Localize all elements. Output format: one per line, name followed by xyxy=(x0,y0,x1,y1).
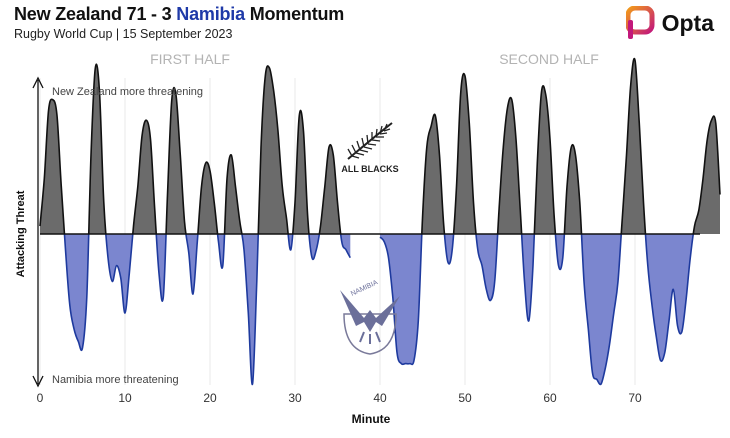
x-tick-label: 70 xyxy=(628,391,642,405)
chart-labels: 0 10 20 30 40 50 60 70 Minute Attacking Threat New… xyxy=(15,51,642,426)
y-axis-label: Attacking Threat xyxy=(15,190,27,277)
title-team1: New Zealand 71 - 3 xyxy=(14,4,172,24)
all-blacks-badge-text: ALL BLACKS xyxy=(341,164,398,174)
x-axis-label: Minute xyxy=(352,412,391,426)
y-axis-arrow-up xyxy=(32,76,44,89)
nz-area-1 xyxy=(40,64,351,234)
x-tick-label: 20 xyxy=(203,391,217,405)
first-half-label: FIRST HALF xyxy=(150,51,230,67)
namibia-line-1 xyxy=(63,234,351,385)
brand-logo: Opta xyxy=(625,6,714,40)
title-suffix: Momentum xyxy=(249,4,345,24)
top-annotation: New Zealand more threatening xyxy=(52,86,203,98)
namibia-eagle-icon xyxy=(340,290,400,355)
chart-title: New Zealand 71 - 3 Namibia Momentum xyxy=(14,4,344,25)
bottom-annotation: Namibia more threatening xyxy=(52,374,179,386)
x-tick-label: 60 xyxy=(543,391,557,405)
axes xyxy=(32,76,700,388)
x-tick-label: 0 xyxy=(37,391,44,405)
namibia-badge-text: NAMIBIA xyxy=(350,279,379,298)
x-tick-label: 40 xyxy=(373,391,387,405)
namibia-line-2 xyxy=(379,234,695,386)
brand-name: Opta xyxy=(661,9,714,36)
second-half-label: SECOND HALF xyxy=(499,51,599,67)
x-tick-label: 50 xyxy=(458,391,472,405)
nz-line-2 xyxy=(421,57,721,234)
momentum-areas xyxy=(39,57,721,386)
all-blacks-fern-icon xyxy=(347,122,393,160)
namibia-area-2 xyxy=(380,234,720,385)
y-axis-arrow-down xyxy=(32,375,44,388)
opta-icon xyxy=(625,6,655,39)
title-team2: Namibia xyxy=(176,4,245,24)
chart-subtitle: Rugby World Cup | 15 September 2023 xyxy=(14,27,233,41)
nz-line-1 xyxy=(39,63,342,234)
x-tick-label: 30 xyxy=(288,391,302,405)
x-tick-label: 10 xyxy=(118,391,132,405)
